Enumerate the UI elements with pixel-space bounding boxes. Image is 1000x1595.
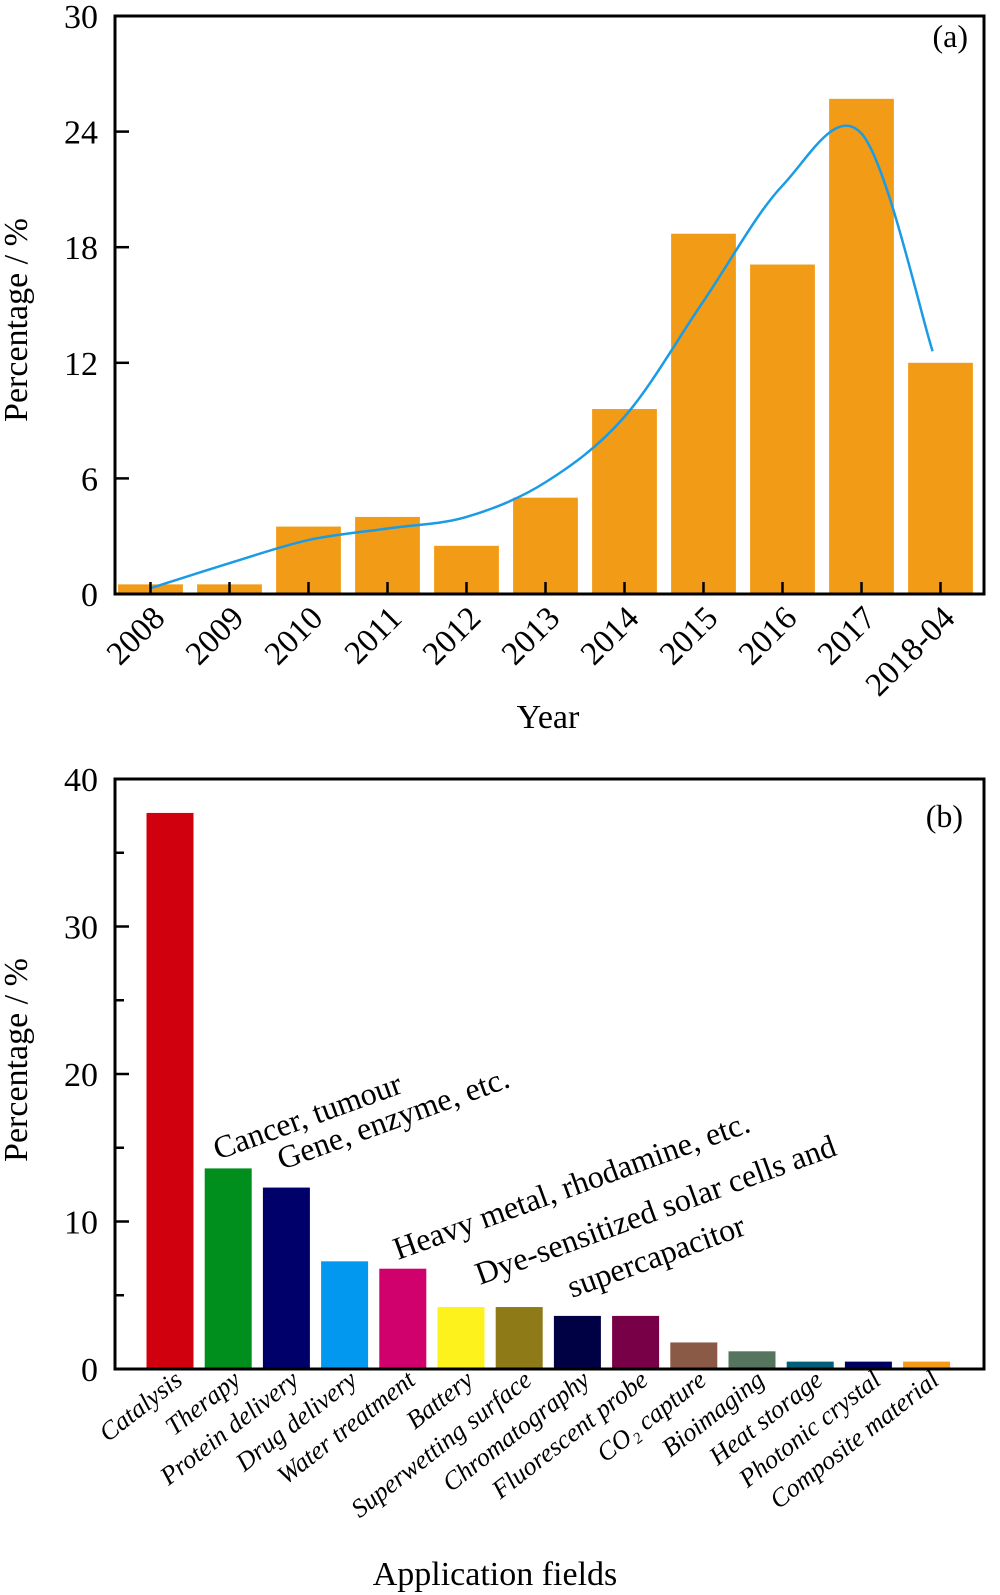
y-axis-label-b: Percentage / %: [0, 958, 35, 1162]
x-tick-label: 2011: [338, 600, 409, 671]
bar-2014: [592, 409, 657, 594]
y-tick-label: 12: [64, 346, 98, 383]
y-tick-label: 30: [64, 0, 98, 36]
x-tick-label: 2017: [811, 600, 883, 672]
bar-photonic-crystal: [844, 1361, 892, 1369]
bar-superwetting-surface: [495, 1307, 543, 1369]
panel-label-a: (a): [932, 18, 968, 54]
bar-therapy: [204, 1168, 252, 1369]
x-axis-label-b: Application fields: [373, 1556, 618, 1593]
bar-2013: [513, 497, 578, 594]
y-tick-label: 20: [64, 1057, 98, 1094]
bar-2011: [355, 516, 420, 594]
bar-heat-storage: [786, 1361, 834, 1369]
bar-battery: [437, 1307, 485, 1369]
bar-fluorescent-probe: [612, 1315, 660, 1369]
y-tick-label: 0: [81, 577, 98, 614]
bar-2018-04: [908, 362, 973, 594]
x-tick-label: 2014: [574, 600, 646, 672]
y-tick-label: 0: [81, 1352, 98, 1389]
y-tick-label: 18: [64, 230, 98, 267]
x-tick-label: 2018-04: [859, 600, 962, 703]
x-tick-label: 2016: [732, 600, 804, 672]
bar-composite-material: [903, 1361, 951, 1369]
y-tick-label: 30: [64, 910, 98, 947]
trend-fit-line: [150, 124, 934, 590]
y-axis-label-a: Percentage / %: [0, 218, 35, 422]
y-tick-label: 6: [81, 461, 98, 498]
x-tick-label: 2015: [653, 600, 725, 672]
bar-2016: [750, 264, 815, 594]
bar-co-capture: [670, 1342, 718, 1369]
y-tick-label: 10: [64, 1205, 98, 1242]
bar-chromatography: [553, 1315, 601, 1369]
y-tick-label: 24: [64, 115, 98, 152]
bar-bioimaging: [728, 1351, 776, 1369]
bar-water-treatment: [379, 1268, 427, 1369]
x-tick-label: 2010: [258, 600, 330, 672]
x-tick-label: 2013: [495, 600, 567, 672]
x-tick-label: 2012: [416, 600, 488, 672]
y-tick-label: 40: [64, 762, 98, 799]
plot-frame-a: [113, 14, 986, 596]
x-tick-label: 2008: [100, 600, 172, 672]
bar-catalysis: [146, 812, 194, 1369]
bar-protein-delivery: [262, 1187, 310, 1369]
bar-drug-delivery: [321, 1261, 369, 1369]
bar-2015: [671, 233, 736, 595]
bar-2017: [829, 98, 894, 594]
panel-label-b: (b): [926, 798, 963, 834]
x-tick-label: 2009: [179, 600, 251, 672]
x-axis-label-a: Year: [517, 699, 580, 736]
